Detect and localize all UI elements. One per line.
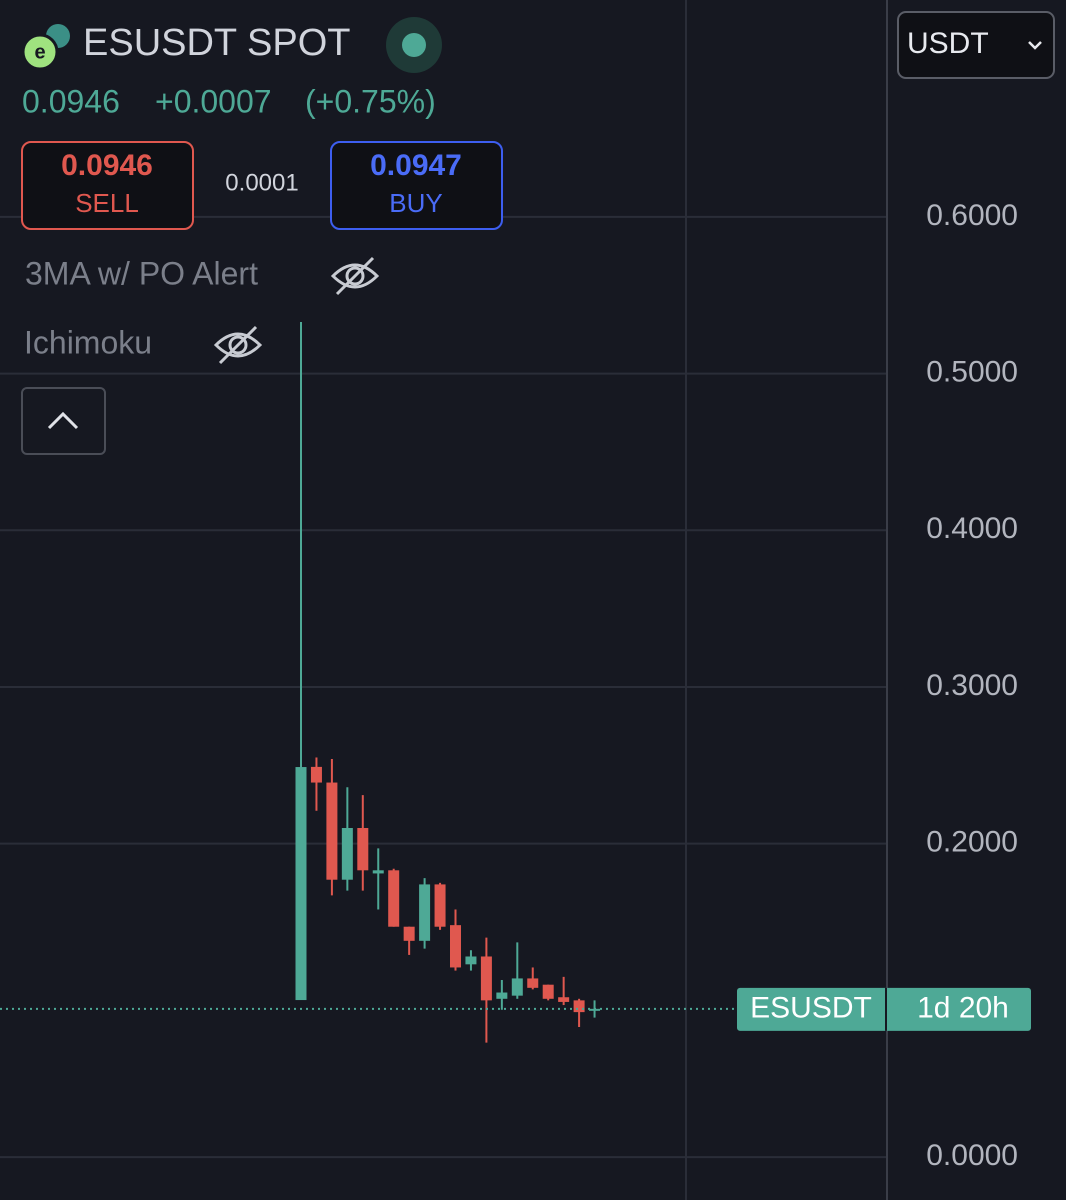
- collapse-button[interactable]: [21, 387, 106, 455]
- sell-button[interactable]: [21, 141, 194, 230]
- candle-body: [388, 870, 400, 927]
- symbol: ESUSDT SPOT: [83, 22, 350, 64]
- candle-body: [419, 884, 431, 941]
- candle-body: [295, 767, 307, 1001]
- candle-body: [450, 925, 461, 968]
- buy-button[interactable]: [330, 141, 503, 230]
- candle-body: [403, 926, 415, 941]
- candle-body: [357, 827, 369, 871]
- y-tick-label: 0.5000: [926, 355, 1018, 388]
- candle-body: [573, 1000, 585, 1013]
- indicator-name: Ichimoku: [24, 324, 152, 360]
- candle-body: [511, 978, 523, 996]
- status-dot: [402, 33, 426, 57]
- candle-body: [496, 992, 508, 999]
- change: +0.0007: [155, 83, 272, 119]
- price-tag: [737, 987, 1031, 1031]
- sell-price: 0.0946: [61, 149, 153, 182]
- spread: 0.0001: [225, 169, 298, 196]
- buy-price: 0.0947: [370, 149, 462, 182]
- candle-body: [341, 827, 353, 880]
- candle-body: [434, 884, 446, 927]
- y-tick-label: 0.0000: [926, 1139, 1018, 1172]
- y-tick-label: 0.4000: [926, 512, 1018, 545]
- logo: [21, 33, 59, 71]
- candle-body: [558, 997, 570, 1002]
- logo-glyph: e: [34, 41, 45, 63]
- candle-body: [542, 984, 554, 999]
- y-tick-label: 0.6000: [926, 199, 1018, 232]
- candle-body: [326, 782, 338, 880]
- candle-body: [480, 956, 492, 1001]
- chevron-up: [47, 411, 79, 430]
- y-tick-label: 0.3000: [926, 669, 1018, 702]
- price: 0.0946: [22, 83, 120, 119]
- candle-body: [527, 978, 539, 988]
- candle-body: [465, 956, 477, 965]
- currency: USDT: [907, 27, 989, 60]
- change-pct: (+0.75%): [305, 83, 436, 119]
- y-tick-label: 0.2000: [926, 826, 1018, 859]
- sell-label: SELL: [75, 188, 139, 218]
- candle-body: [310, 766, 322, 783]
- countdown: 1d 20h: [917, 992, 1009, 1025]
- indicator-name: 3MA w/ PO Alert: [25, 255, 258, 291]
- eye-hidden-icon[interactable]: [213, 325, 263, 365]
- buy-label: BUY: [389, 188, 442, 218]
- price-tag-symbol: ESUSDT: [750, 992, 872, 1025]
- candle-body: [372, 870, 384, 874]
- eye-hidden-icon[interactable]: [330, 256, 380, 296]
- dropdown-chevron: [1028, 41, 1042, 50]
- currency-select[interactable]: [897, 11, 1055, 79]
